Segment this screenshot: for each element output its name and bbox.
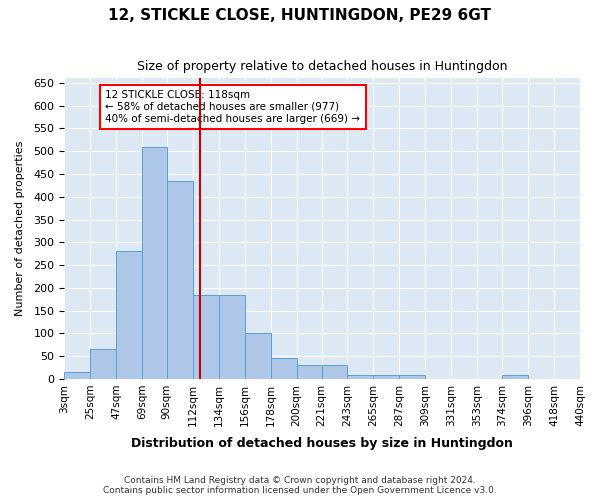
Bar bbox=[64, 372, 90, 379]
Bar bbox=[245, 334, 271, 379]
Bar bbox=[502, 376, 528, 379]
Bar bbox=[219, 294, 245, 379]
Y-axis label: Number of detached properties: Number of detached properties bbox=[15, 141, 25, 316]
Bar bbox=[167, 181, 193, 379]
Bar bbox=[347, 376, 373, 379]
Bar bbox=[271, 358, 297, 379]
Bar bbox=[193, 294, 219, 379]
Bar bbox=[90, 350, 116, 379]
Bar bbox=[116, 252, 142, 379]
Title: Size of property relative to detached houses in Huntingdon: Size of property relative to detached ho… bbox=[137, 60, 508, 73]
X-axis label: Distribution of detached houses by size in Huntingdon: Distribution of detached houses by size … bbox=[131, 437, 513, 450]
Text: 12 STICKLE CLOSE: 118sqm
← 58% of detached houses are smaller (977)
40% of semi-: 12 STICKLE CLOSE: 118sqm ← 58% of detach… bbox=[106, 90, 361, 124]
Bar bbox=[322, 365, 347, 379]
Bar bbox=[373, 376, 400, 379]
Bar bbox=[142, 146, 167, 379]
Bar bbox=[400, 376, 425, 379]
Bar bbox=[297, 365, 322, 379]
Text: 12, STICKLE CLOSE, HUNTINGDON, PE29 6GT: 12, STICKLE CLOSE, HUNTINGDON, PE29 6GT bbox=[109, 8, 491, 22]
Text: Contains HM Land Registry data © Crown copyright and database right 2024.
Contai: Contains HM Land Registry data © Crown c… bbox=[103, 476, 497, 495]
